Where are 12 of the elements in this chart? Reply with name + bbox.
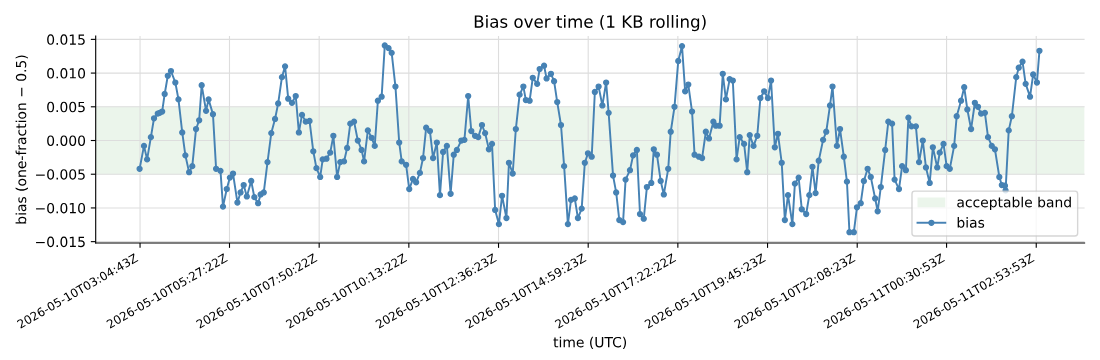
y-tick-label: 0.010 [47, 68, 86, 79]
legend-label: bias [957, 217, 985, 228]
y-tick-label: 0.000 [47, 135, 86, 146]
legend-label: acceptable band [957, 196, 1071, 211]
y-axis-title: bias (one-fraction − 0.5) [15, 55, 28, 224]
y-tick-label: 0.015 [47, 34, 85, 45]
y-tick-label: −0.015 [36, 236, 85, 248]
y-tick-label: 0.005 [47, 101, 85, 113]
x-axis-title: time (UTC) [553, 336, 627, 350]
chart-title: Bias over time (1 KB rolling) [474, 15, 706, 32]
y-tick-label: −0.010 [36, 202, 86, 214]
y-tick-label: −0.005 [36, 169, 85, 180]
